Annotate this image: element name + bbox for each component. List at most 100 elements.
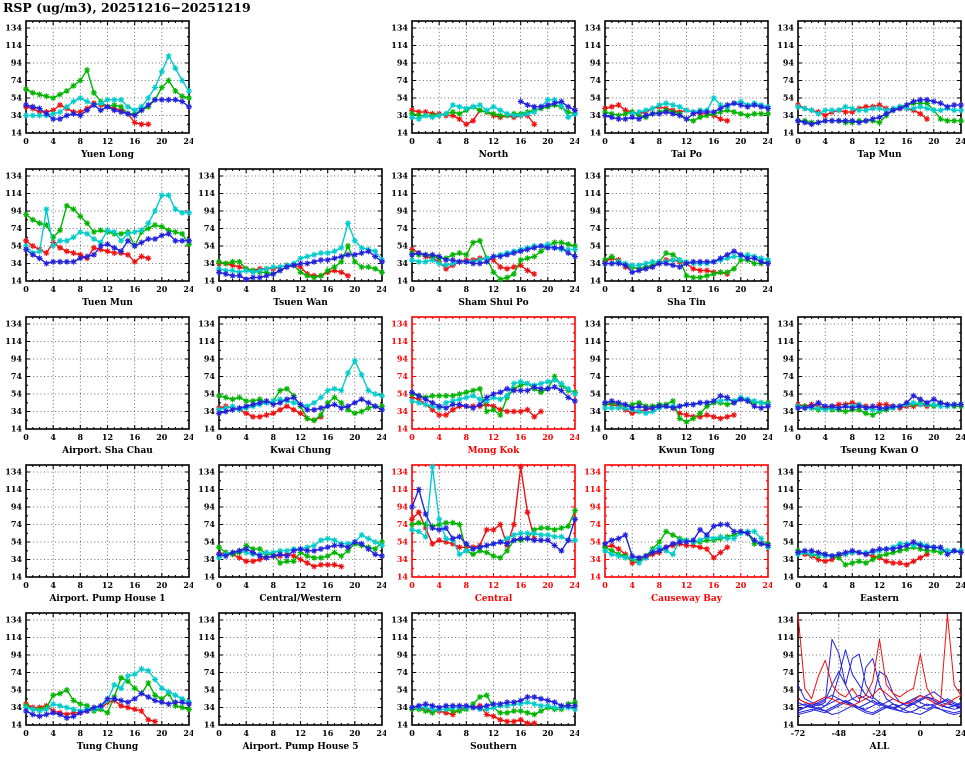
y-tick-label: 74 — [204, 519, 216, 529]
y-tick-label: 114 — [777, 336, 794, 346]
y-tick-label: 74 — [783, 371, 795, 381]
y-tick-label: 74 — [397, 371, 409, 381]
x-tick-label: 20 — [349, 728, 361, 738]
series-line-green — [25, 205, 190, 247]
y-tick-label: 34 — [11, 406, 23, 416]
y-tick-label: 74 — [11, 667, 23, 677]
plot-frame — [218, 612, 383, 726]
y-tick-label: 134 — [391, 615, 408, 625]
y-tick-label: 54 — [590, 537, 602, 547]
y-tick-label: 34 — [397, 110, 409, 120]
y-tick-label: 34 — [204, 554, 216, 564]
y-tick-label: 54 — [397, 241, 409, 251]
x-tick-label: 0 — [602, 136, 608, 146]
y-tick-label: 34 — [397, 258, 409, 268]
chart-tseung-kwan-o: 14 34 54 74 94 114 134 0 4 8 12 16 20 24 Tseung Kwan O — [777, 316, 965, 456]
x-tick-label: 0 — [216, 284, 222, 294]
x-tick-label: 16 — [708, 580, 720, 590]
y-tick-label: 114 — [198, 336, 215, 346]
x-tick-label: 12 — [874, 580, 885, 590]
grid-lines — [26, 169, 189, 282]
x-tick-label: 16 — [322, 284, 334, 294]
x-tick-label: 24 — [183, 580, 193, 590]
x-tick-label: 0 — [409, 284, 415, 294]
series-markers-blue — [23, 230, 192, 267]
y-tick-label: 114 — [584, 40, 601, 50]
tick-marks — [25, 465, 190, 578]
plot-frame — [411, 464, 576, 578]
x-tick-label: 12 — [102, 580, 113, 590]
y-tick-label: 14 — [204, 572, 216, 582]
x-tick-label: 12 — [295, 580, 306, 590]
x-tick-label: 12 — [681, 432, 692, 442]
y-tick-label: 54 — [783, 685, 795, 695]
x-tick-label: 8 — [78, 728, 84, 738]
x-tick-label: 20 — [349, 284, 361, 294]
y-tick-label: 114 — [5, 336, 22, 346]
y-tick-label: 134 — [5, 319, 22, 329]
y-tick-label: 54 — [204, 537, 216, 547]
x-tick-label: 8 — [464, 432, 470, 442]
chart-cell-airport-pump-house-5: 14 34 54 74 94 114 134 0 4 8 12 16 20 24 Airport. Pump… — [193, 607, 388, 755]
y-tick-label: 134 — [777, 23, 794, 33]
x-tick-label: 0 — [602, 432, 608, 442]
y-tick-label: 74 — [590, 223, 602, 233]
chart-cell-tap-mun: 14 34 54 74 94 114 134 0 4 8 12 16 20 24 Tap Mun — [772, 15, 965, 163]
chart-cell-tung-chung: 14 34 54 74 94 114 134 0 4 8 12 16 20 24 Tung Chung — [0, 607, 195, 755]
y-tick-label: 74 — [783, 75, 795, 85]
y-tick-label: 14 — [590, 128, 602, 138]
x-tick-label: 16 — [901, 136, 913, 146]
x-tick-label: 16 — [708, 284, 720, 294]
chart-title: Tap Mun — [857, 150, 902, 160]
y-tick-label: 74 — [590, 519, 602, 529]
x-tick-label: 16 — [901, 432, 913, 442]
x-tick-label: 4 — [50, 136, 56, 146]
y-tick-label: 114 — [777, 632, 794, 642]
y-tick-label: 14 — [11, 128, 23, 138]
series-markers-blue — [602, 521, 771, 561]
series-line-blue — [797, 696, 962, 712]
x-tick-label: 0 — [23, 728, 29, 738]
plot-frame — [25, 316, 190, 430]
x-tick-label: 12 — [874, 432, 885, 442]
x-tick-label: 20 — [156, 728, 168, 738]
y-tick-label: 14 — [11, 424, 23, 434]
chart-cell-tsuen-wan: 14 34 54 74 94 114 134 0 4 8 12 16 20 24 Tsuen Wan — [193, 163, 388, 311]
y-tick-label: 14 — [11, 572, 23, 582]
y-tick-label: 94 — [204, 650, 216, 660]
x-tick-label: 20 — [542, 728, 554, 738]
y-tick-label: 14 — [590, 424, 602, 434]
x-tick-label: -48 — [832, 728, 847, 738]
y-tick-label: 94 — [397, 502, 409, 512]
chart-cell-southern: 14 34 54 74 94 114 134 0 4 8 12 16 20 24 Southern — [386, 607, 581, 755]
y-tick-label: 94 — [11, 58, 23, 68]
y-tick-label: 14 — [397, 720, 409, 730]
x-tick-label: 12 — [681, 136, 692, 146]
y-tick-label: 134 — [5, 23, 22, 33]
y-tick-label: 34 — [590, 110, 602, 120]
tick-marks — [411, 465, 576, 578]
y-tick-label: 94 — [11, 354, 23, 364]
x-tick-label: 0 — [918, 728, 924, 738]
chart-cell-north: 14 34 54 74 94 114 134 0 4 8 12 16 20 24 North — [386, 15, 581, 163]
x-tick-label: 4 — [50, 432, 56, 442]
chart-causeway-bay: 14 34 54 74 94 114 134 0 4 8 12 16 20 24 Causeway Bay — [584, 464, 774, 604]
x-tick-label: 12 — [102, 432, 113, 442]
x-tick-label: 0 — [602, 580, 608, 590]
x-tick-label: 24 — [955, 136, 965, 146]
series-markers-blue — [409, 486, 578, 554]
chart-title: Eastern — [860, 594, 899, 604]
x-tick-label: 4 — [50, 580, 56, 590]
tick-marks — [25, 317, 190, 430]
x-tick-label: 24 — [762, 284, 772, 294]
y-tick-label: 94 — [397, 206, 409, 216]
chart-airport-pump-house-1: 14 34 54 74 94 114 134 0 4 8 12 16 20 24 Airport. Pump… — [5, 464, 195, 604]
x-tick-label: 12 — [488, 284, 499, 294]
x-tick-label: 0 — [23, 136, 29, 146]
x-tick-label: 4 — [822, 136, 828, 146]
x-tick-label: 16 — [322, 580, 334, 590]
y-tick-label: 54 — [204, 241, 216, 251]
y-tick-label: 34 — [204, 258, 216, 268]
y-tick-label: 14 — [204, 720, 216, 730]
chart-cell-all: 14 34 54 74 94 114 134 -72 -48 -24 0 24 ALL — [772, 607, 965, 755]
